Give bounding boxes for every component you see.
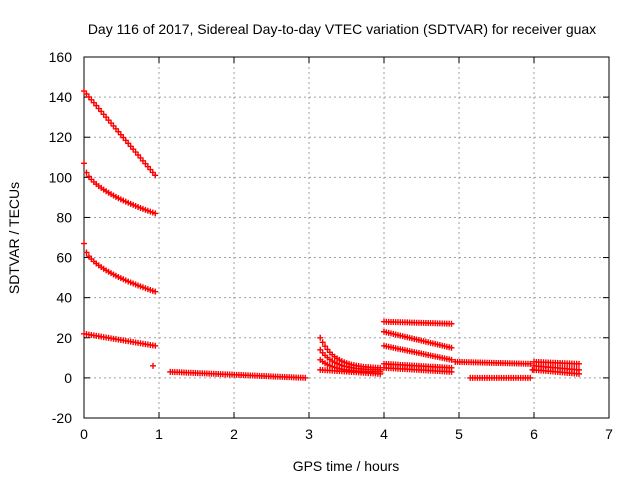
y-tick-label: 80	[56, 209, 72, 225]
axes: 0 1 2 3 4 5 6 7 -20 0 20 40 60 80 100 120 140 160	[49, 49, 613, 442]
data-point-seg-b	[302, 374, 309, 381]
data-point-seg-a2	[83, 169, 90, 176]
y-tick-label: 100	[49, 169, 73, 185]
data-points	[81, 88, 582, 381]
chart-title: Day 116 of 2017, Sidereal Day-to-day VTE…	[88, 21, 596, 37]
data-point-seg-c1	[322, 343, 329, 350]
y-tick-label: 160	[49, 49, 73, 65]
data-point-seg-c1	[317, 334, 324, 341]
data-point-seg-a3	[152, 288, 159, 295]
x-tick-label: 2	[230, 426, 238, 442]
y-tick-label: 140	[49, 89, 73, 105]
x-tick-label: 1	[155, 426, 163, 442]
data-point-isolated	[150, 362, 156, 369]
data-point-seg-d2	[448, 344, 455, 351]
data-point-seg-c2	[317, 346, 324, 353]
x-tick-label: 6	[530, 426, 538, 442]
data-point-seg-a3	[83, 249, 90, 256]
data-point-seg-c4	[377, 370, 384, 377]
y-tick-label: 0	[64, 370, 72, 386]
data-point-seg-c1	[319, 339, 326, 346]
data-point-seg-d1	[448, 320, 455, 327]
data-point-seg-d3	[448, 356, 455, 363]
x-axis-label: GPS time / hours	[293, 458, 400, 474]
data-point-isolated	[529, 366, 536, 373]
data-point-seg-a1	[152, 172, 159, 179]
data-point-seg-e1	[527, 360, 534, 367]
plot-frame	[83, 56, 610, 419]
data-point-seg-d5	[448, 368, 455, 375]
x-tick-label: 5	[455, 426, 463, 442]
y-tick-label: 20	[56, 330, 72, 346]
y-tick-label: -20	[52, 410, 72, 426]
data-point-seg-a4	[152, 342, 159, 349]
data-point-seg-f3	[576, 370, 582, 377]
y-axis-label: SDTVAR / TECUs	[6, 182, 22, 294]
data-point-seg-a2	[81, 160, 87, 167]
data-point-seg-f1	[576, 360, 582, 367]
data-point-seg-a2	[152, 210, 159, 217]
x-tick-label: 3	[305, 426, 313, 442]
y-tick-label: 120	[49, 129, 73, 145]
x-tick-label: 0	[80, 426, 88, 442]
y-tick-label: 40	[56, 290, 72, 306]
grid-lines	[84, 57, 609, 418]
y-tick-label: 60	[56, 250, 72, 266]
x-tick-label: 4	[380, 426, 388, 442]
data-point-seg-e2	[527, 374, 534, 381]
x-tick-label: 7	[605, 426, 613, 442]
data-point-seg-a3	[81, 240, 87, 247]
